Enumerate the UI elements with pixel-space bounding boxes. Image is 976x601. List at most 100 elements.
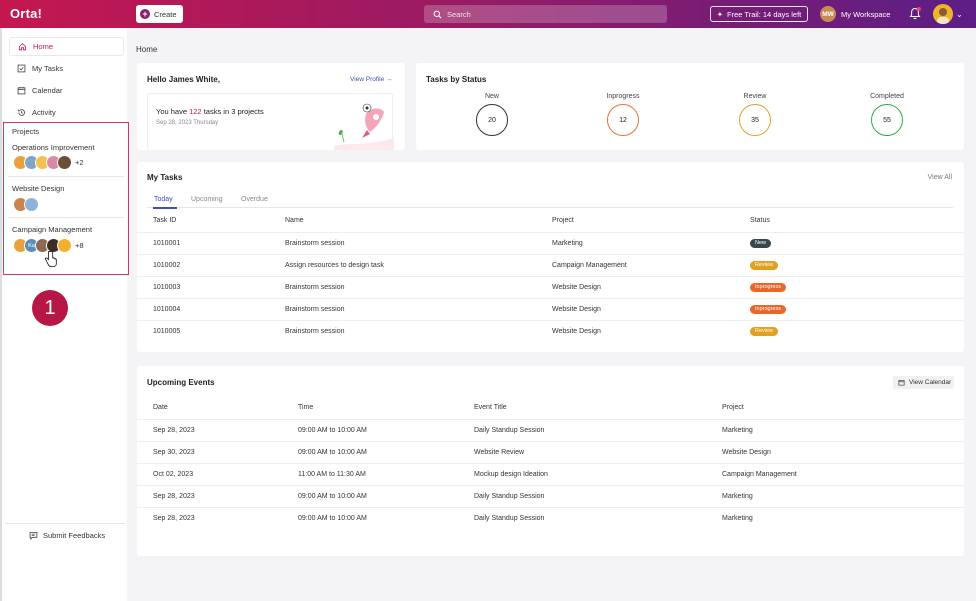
chevron-down-icon[interactable]: ⌄	[956, 10, 963, 19]
task-summary-box: You have 122 tasks in 3 projects Sep 28,…	[147, 93, 394, 150]
task-name: Assign resources to design task	[285, 262, 384, 269]
sidebar: Home My Tasks Calendar Activity Projects…	[0, 28, 129, 601]
table-row[interactable]: Sep 28, 2023 09:00 AM to 10:00 AM Daily …	[137, 485, 964, 507]
workspace-switcher[interactable]: MW My Workspace	[820, 6, 890, 22]
sidebar-item-my-tasks[interactable]: My Tasks	[9, 59, 124, 78]
notification-bell-icon[interactable]	[909, 7, 921, 20]
project-avatars[interactable]	[13, 197, 39, 212]
sidebar-item-home[interactable]: Home	[9, 37, 124, 56]
event-date: Sep 28, 2023	[153, 515, 195, 522]
column-header: Project	[722, 404, 744, 411]
tab-overdue[interactable]: Overdue	[241, 196, 268, 203]
sidebar-item-activity[interactable]: Activity	[9, 103, 124, 122]
event-time: 09:00 AM to 10:00 AM	[298, 515, 367, 522]
table-row[interactable]: 1010002 Assign resources to design task …	[137, 254, 964, 276]
feedback-icon	[29, 531, 38, 540]
table-row[interactable]: Sep 28, 2023 09:00 AM to 10:00 AM Daily …	[137, 419, 964, 441]
event-time: 09:00 AM to 10:00 AM	[298, 493, 367, 500]
column-header: Name	[285, 217, 304, 224]
submit-feedback-button[interactable]: Submit Feedbacks	[29, 531, 105, 540]
status-new[interactable]: New 20	[452, 93, 532, 136]
status-badge: New	[750, 239, 772, 248]
status-review[interactable]: Review 35	[715, 93, 795, 136]
view-profile-link[interactable]: View Profile →	[350, 76, 393, 83]
event-project: Marketing	[722, 427, 753, 434]
event-time: 09:00 AM to 10:00 AM	[298, 427, 367, 434]
tasks-by-status-card: Tasks by Status New 20 Inprogress 12 Rev…	[416, 63, 964, 150]
sidebar-item-label: Activity	[32, 108, 56, 117]
table-row[interactable]: Oct 02, 2023 11:00 AM to 11:30 AM Mockup…	[137, 463, 964, 485]
task-project: Website Design	[552, 306, 601, 313]
feedback-label: Submit Feedbacks	[43, 531, 106, 540]
column-header: Status	[750, 217, 770, 224]
status-inprogress[interactable]: Inprogress 12	[583, 93, 663, 136]
upcoming-events-card: Upcoming Events View Calendar Date Time …	[137, 366, 964, 556]
table-row[interactable]: 1010001 Brainstorm session Marketing New	[137, 232, 964, 254]
sidebar-item-label: Home	[33, 42, 54, 51]
app-logo[interactable]: Orta!	[10, 6, 43, 21]
event-project: Campaign Management	[722, 471, 797, 478]
more-members-count: +2	[75, 158, 84, 167]
avatar	[57, 155, 72, 170]
status-badge: Review	[750, 261, 779, 270]
notification-dot	[917, 7, 921, 11]
status-completed[interactable]: Completed 55	[847, 93, 927, 136]
table-header: Date Time Event Title Project	[137, 397, 964, 419]
task-id: 1010003	[153, 284, 181, 291]
summary-suffix: tasks in 3 projects	[201, 107, 264, 116]
task-id: 1010004	[153, 306, 181, 313]
status-badge: Inprogress	[750, 305, 786, 314]
project-name[interactable]: Operations Improvement	[12, 143, 95, 152]
active-tab-indicator	[153, 207, 177, 209]
event-date: Oct 02, 2023	[153, 471, 194, 478]
task-summary-text: You have 122 tasks in 3 projects	[156, 107, 264, 116]
free-trial-button[interactable]: ✦ Free Trail: 14 days left	[710, 6, 808, 22]
task-name: Brainstorm session	[285, 240, 345, 247]
column-header: Event Title	[474, 404, 507, 411]
history-icon	[17, 109, 25, 116]
project-avatars[interactable]: +2	[13, 155, 84, 170]
table-row[interactable]: 1010003 Brainstorm session Website Desig…	[137, 276, 964, 298]
search-icon	[433, 10, 442, 18]
greeting-card: Hello James White, View Profile → You ha…	[137, 63, 405, 150]
project-name[interactable]: Website Design	[12, 184, 65, 193]
sidebar-item-calendar[interactable]: Calendar	[9, 81, 124, 100]
summary-prefix: You have	[156, 107, 190, 116]
user-avatar[interactable]	[933, 4, 953, 24]
table-row[interactable]: 1010005 Brainstorm session Website Desig…	[137, 320, 964, 342]
table-row[interactable]: Sep 28, 2023 09:00 AM to 10:00 AM Daily …	[137, 507, 964, 529]
table-row[interactable]: 1010004 Brainstorm session Website Desig…	[137, 298, 964, 320]
view-all-link[interactable]: View All	[927, 174, 952, 181]
status-label: Completed	[870, 93, 904, 100]
tab-upcoming[interactable]: Upcoming	[191, 196, 223, 203]
tab-today[interactable]: Today	[154, 196, 173, 203]
task-name: Brainstorm session	[285, 328, 345, 335]
current-date: Sep 28, 2023 Thursday	[156, 120, 219, 126]
table-header: Task ID Name Project Status	[137, 210, 964, 232]
column-header: Date	[153, 404, 168, 411]
divider	[8, 176, 124, 177]
task-count: 122	[189, 107, 202, 116]
status-card-title: Tasks by Status	[426, 75, 487, 84]
rocket-illustration-icon	[334, 103, 394, 150]
view-calendar-button[interactable]: View Calendar	[893, 376, 954, 389]
task-project: Website Design	[552, 328, 601, 335]
trial-label: Free Trail: 14 days left	[727, 9, 802, 19]
event-project: Marketing	[722, 515, 753, 522]
home-icon	[18, 43, 27, 51]
task-name: Brainstorm session	[285, 306, 345, 313]
event-time: 11:00 AM to 11:30 AM	[298, 471, 366, 478]
breadcrumb: Home	[136, 45, 158, 54]
events-title: Upcoming Events	[147, 378, 215, 387]
workspace-avatar: MW	[820, 6, 836, 22]
project-avatars[interactable]: Ka +8	[13, 238, 84, 253]
workspace-label: My Workspace	[841, 9, 891, 19]
status-label: New	[484, 93, 499, 100]
project-name[interactable]: Campaign Management	[12, 225, 93, 234]
search-placeholder: Search	[447, 9, 471, 19]
avatar	[57, 238, 72, 253]
create-button[interactable]: + Create	[136, 5, 183, 23]
top-bar: Orta! + Create Search ✦ Free Trail: 14 d…	[0, 0, 976, 28]
search-input[interactable]: Search	[424, 5, 667, 23]
table-row[interactable]: Sep 30, 2023 09:00 AM to 10:00 AM Websit…	[137, 441, 964, 463]
